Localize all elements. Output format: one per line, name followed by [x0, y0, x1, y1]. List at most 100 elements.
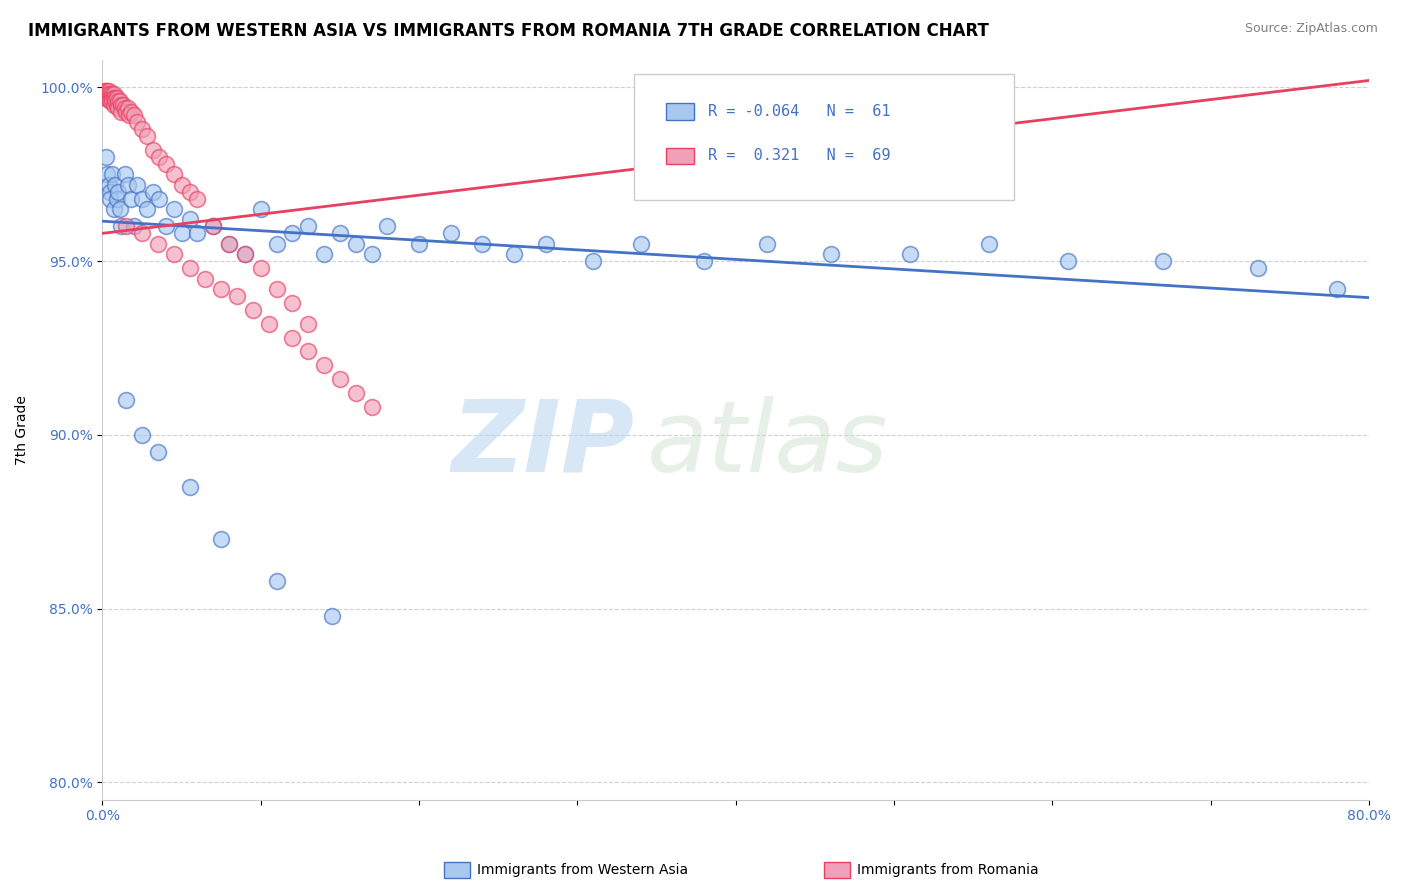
- Text: IMMIGRANTS FROM WESTERN ASIA VS IMMIGRANTS FROM ROMANIA 7TH GRADE CORRELATION CH: IMMIGRANTS FROM WESTERN ASIA VS IMMIGRAN…: [28, 22, 988, 40]
- Point: [249, 261, 271, 276]
- Point: [297, 219, 319, 234]
- Point: [582, 254, 605, 268]
- Point: [257, 317, 280, 331]
- Point: [94, 150, 117, 164]
- Point: [179, 212, 201, 227]
- Point: [146, 445, 169, 459]
- Point: [96, 87, 118, 102]
- Text: atlas: atlas: [647, 396, 889, 493]
- Point: [105, 91, 128, 105]
- Point: [218, 236, 240, 251]
- Point: [148, 192, 170, 206]
- Point: [266, 282, 288, 296]
- Point: [115, 219, 138, 234]
- Point: [108, 95, 131, 109]
- Point: [127, 115, 149, 129]
- Point: [103, 91, 125, 105]
- Point: [104, 91, 127, 105]
- Point: [110, 104, 132, 119]
- Point: [344, 236, 367, 251]
- Point: [131, 192, 153, 206]
- Point: [96, 91, 118, 105]
- Point: [266, 574, 288, 588]
- Point: [103, 97, 125, 112]
- Point: [163, 247, 186, 261]
- Point: [105, 192, 128, 206]
- Point: [122, 108, 145, 122]
- Point: [97, 91, 120, 105]
- Point: [107, 95, 129, 109]
- Text: R =  0.321   N =  69: R = 0.321 N = 69: [707, 148, 890, 163]
- Point: [146, 236, 169, 251]
- Point: [630, 236, 652, 251]
- Point: [101, 167, 124, 181]
- Point: [693, 254, 716, 268]
- Point: [233, 247, 256, 261]
- Point: [186, 192, 208, 206]
- FancyBboxPatch shape: [666, 148, 695, 164]
- Point: [107, 101, 129, 115]
- Point: [135, 129, 157, 144]
- Point: [202, 219, 225, 234]
- Point: [503, 247, 526, 261]
- Point: [314, 359, 336, 373]
- Point: [115, 104, 138, 119]
- Point: [142, 185, 165, 199]
- Point: [266, 236, 288, 251]
- Point: [112, 97, 135, 112]
- Point: [110, 219, 132, 234]
- Point: [226, 289, 249, 303]
- Y-axis label: 7th Grade: 7th Grade: [15, 395, 30, 465]
- Point: [120, 104, 142, 119]
- Point: [194, 271, 217, 285]
- Point: [281, 296, 304, 310]
- Point: [408, 236, 430, 251]
- Point: [100, 91, 122, 105]
- Point: [97, 84, 120, 98]
- Point: [93, 87, 115, 102]
- Point: [209, 282, 232, 296]
- Point: [97, 87, 120, 102]
- Point: [115, 393, 138, 408]
- Point: [218, 236, 240, 251]
- Point: [100, 95, 122, 109]
- Point: [114, 167, 136, 181]
- Point: [163, 202, 186, 216]
- Point: [100, 87, 122, 102]
- Point: [329, 227, 352, 241]
- Point: [977, 236, 1000, 251]
- Text: Immigrants from Western Asia: Immigrants from Western Asia: [477, 863, 688, 877]
- Point: [114, 101, 136, 115]
- Point: [118, 108, 141, 122]
- Point: [170, 178, 193, 192]
- Point: [117, 101, 139, 115]
- Point: [534, 236, 557, 251]
- Point: [360, 247, 382, 261]
- Point: [103, 202, 125, 216]
- Point: [94, 87, 117, 102]
- Point: [179, 480, 201, 494]
- Point: [179, 261, 201, 276]
- Point: [297, 344, 319, 359]
- Point: [94, 91, 117, 105]
- FancyBboxPatch shape: [634, 74, 1014, 200]
- Point: [104, 95, 127, 109]
- Point: [281, 330, 304, 344]
- Text: Source: ZipAtlas.com: Source: ZipAtlas.com: [1244, 22, 1378, 36]
- Point: [297, 317, 319, 331]
- Point: [471, 236, 494, 251]
- Point: [281, 227, 304, 241]
- Point: [120, 192, 142, 206]
- Point: [131, 428, 153, 442]
- Point: [131, 122, 153, 136]
- Point: [108, 202, 131, 216]
- Point: [96, 167, 118, 181]
- Point: [209, 532, 232, 546]
- Point: [101, 87, 124, 102]
- Text: ZIP: ZIP: [451, 396, 634, 493]
- Point: [93, 84, 115, 98]
- Point: [104, 178, 127, 192]
- Point: [233, 247, 256, 261]
- Point: [170, 227, 193, 241]
- Point: [96, 84, 118, 98]
